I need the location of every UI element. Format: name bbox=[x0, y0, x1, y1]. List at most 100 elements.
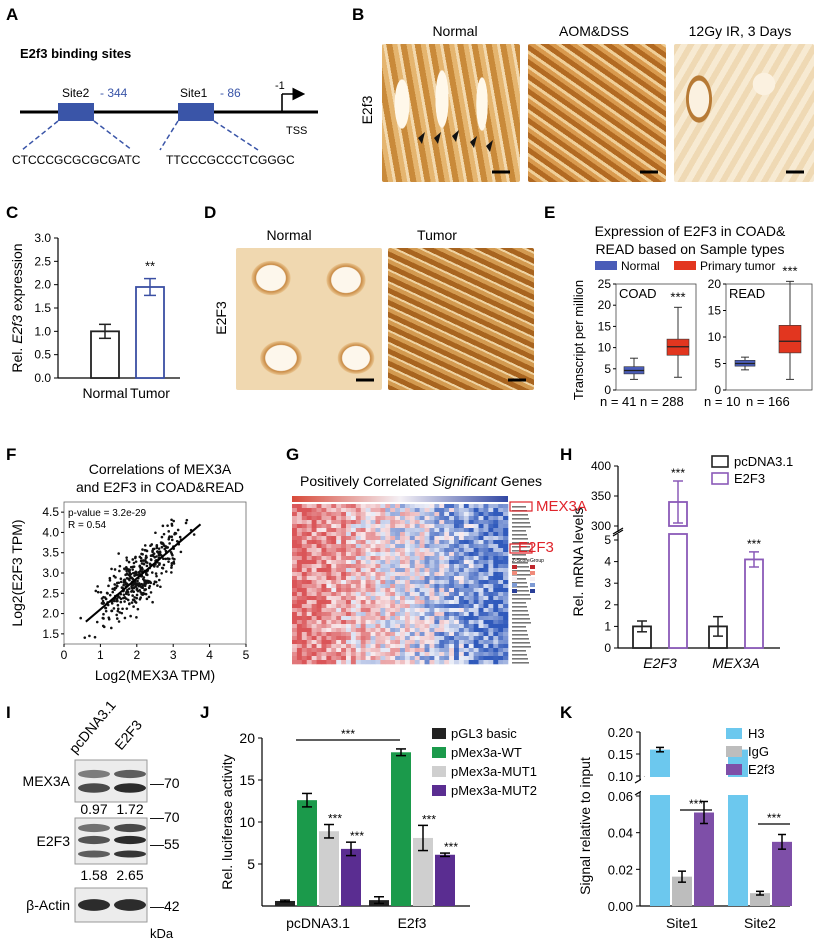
heatmap-cell bbox=[468, 596, 474, 601]
heatmap-cell bbox=[473, 540, 479, 545]
heatmap-cell bbox=[488, 612, 494, 617]
heatmap-cell bbox=[439, 604, 445, 609]
heatmap-cell bbox=[316, 604, 322, 609]
heatmap-cell bbox=[296, 560, 303, 565]
heatmap-cell bbox=[321, 588, 327, 593]
heatmap-cell bbox=[306, 552, 312, 557]
heatmap-cell bbox=[439, 532, 445, 537]
heatmap-cell bbox=[478, 608, 484, 613]
heatmap-cell bbox=[395, 584, 401, 589]
heatmap-cell bbox=[365, 616, 371, 621]
heatmap-cell bbox=[306, 648, 312, 653]
scatter-point bbox=[96, 585, 99, 588]
heatmap-cell bbox=[458, 568, 465, 573]
heatmap-cell bbox=[468, 624, 474, 629]
heatmap-cell bbox=[321, 608, 327, 613]
heatmap-cell bbox=[365, 632, 371, 637]
heatmap-cell bbox=[326, 560, 332, 565]
x-tick-label: pcDNA3.1 bbox=[286, 915, 350, 931]
heatmap-cell bbox=[498, 620, 504, 625]
heatmap-cell bbox=[296, 596, 303, 601]
heatmap-cell bbox=[473, 584, 479, 589]
heatmap-cell bbox=[419, 548, 425, 553]
heatmap-cell bbox=[370, 576, 376, 581]
heatmap-cell bbox=[414, 624, 420, 629]
y-tick-label: 4.0 bbox=[42, 525, 59, 539]
heatmap-cell bbox=[380, 560, 386, 565]
heatmap-cell bbox=[306, 608, 312, 613]
scatter-point bbox=[144, 581, 147, 584]
heatmap-cell bbox=[385, 528, 391, 533]
heatmap-cell bbox=[336, 628, 342, 633]
heatmap-cell bbox=[458, 536, 465, 541]
heatmap-cell bbox=[488, 608, 494, 613]
heatmap-cell bbox=[296, 640, 303, 645]
y-tick-label: 0.00 bbox=[608, 899, 633, 914]
bar-h3 bbox=[650, 749, 670, 906]
blot-band bbox=[114, 835, 146, 845]
heatmap-cell bbox=[414, 548, 420, 553]
heatmap-cell bbox=[454, 616, 460, 621]
heatmap-cell bbox=[498, 592, 504, 597]
scatter-point bbox=[151, 547, 155, 551]
heatmap-cell bbox=[395, 636, 401, 641]
heatmap-cell bbox=[350, 632, 357, 637]
heatmap-cell bbox=[493, 600, 499, 605]
heatmap-cell bbox=[503, 508, 509, 513]
legend-label: pMex3a-WT bbox=[451, 745, 522, 760]
scatter-point bbox=[113, 568, 117, 571]
heatmap-cell bbox=[419, 652, 425, 657]
heatmap-cell bbox=[493, 508, 499, 513]
heatmap-cell bbox=[331, 628, 337, 633]
heatmap-cell bbox=[385, 568, 391, 573]
heatmap-cell bbox=[365, 600, 371, 605]
heatmap-cell bbox=[365, 556, 371, 561]
scatter-point bbox=[170, 571, 173, 574]
heatmap-cell bbox=[488, 640, 494, 645]
scatter-point bbox=[127, 560, 131, 564]
heatmap-cell bbox=[458, 548, 465, 553]
heatmap-cell bbox=[296, 516, 303, 521]
scatter-point bbox=[110, 626, 113, 630]
heatmap-cell bbox=[350, 576, 357, 581]
heatmap-cell bbox=[409, 584, 416, 589]
heatmap-cell bbox=[296, 536, 303, 541]
heatmap-cell bbox=[473, 516, 479, 521]
heatmap-cell bbox=[409, 552, 416, 557]
heatmap-cell bbox=[463, 616, 470, 621]
heatmap-cell bbox=[355, 504, 362, 509]
heatmap-cell bbox=[375, 524, 381, 529]
heatmap-cell bbox=[385, 524, 391, 529]
site1-position: - 86 bbox=[220, 86, 241, 100]
heatmap-cell bbox=[390, 516, 396, 521]
heatmap-cell bbox=[498, 532, 504, 537]
heatmap-cell bbox=[365, 584, 371, 589]
heatmap-cell bbox=[434, 572, 440, 577]
heatmap-cell bbox=[419, 604, 425, 609]
y-tick-label: 0 bbox=[604, 383, 611, 397]
heatmap-cell bbox=[316, 656, 322, 661]
heatmap-cell bbox=[331, 536, 337, 541]
heatmap-cell bbox=[454, 604, 460, 609]
heatmap-cell bbox=[360, 632, 366, 637]
heatmap-cell bbox=[419, 592, 425, 597]
heatmap-cell bbox=[463, 544, 470, 549]
heatmap-cell bbox=[444, 504, 450, 509]
heatmap-cell bbox=[454, 648, 460, 653]
heatmap-cell bbox=[370, 632, 376, 637]
heatmap-cell bbox=[385, 612, 391, 617]
heatmap-cell bbox=[292, 556, 298, 561]
heatmap-cell bbox=[449, 588, 455, 593]
heatmap-cell bbox=[385, 576, 391, 581]
panel-f-title-line1: Correlations of MEX3A bbox=[89, 461, 232, 477]
heatmap-cell bbox=[331, 504, 337, 509]
heatmap-cell bbox=[311, 608, 317, 613]
heatmap-cell bbox=[336, 544, 342, 549]
scatter-point bbox=[128, 602, 131, 606]
heatmap-cell bbox=[301, 548, 308, 553]
legend-label: pMex3a-MUT2 bbox=[451, 783, 537, 798]
scatter-point bbox=[115, 584, 119, 587]
heatmap-cell bbox=[341, 508, 347, 513]
blot-band bbox=[78, 850, 110, 858]
scatter-point bbox=[127, 577, 130, 580]
